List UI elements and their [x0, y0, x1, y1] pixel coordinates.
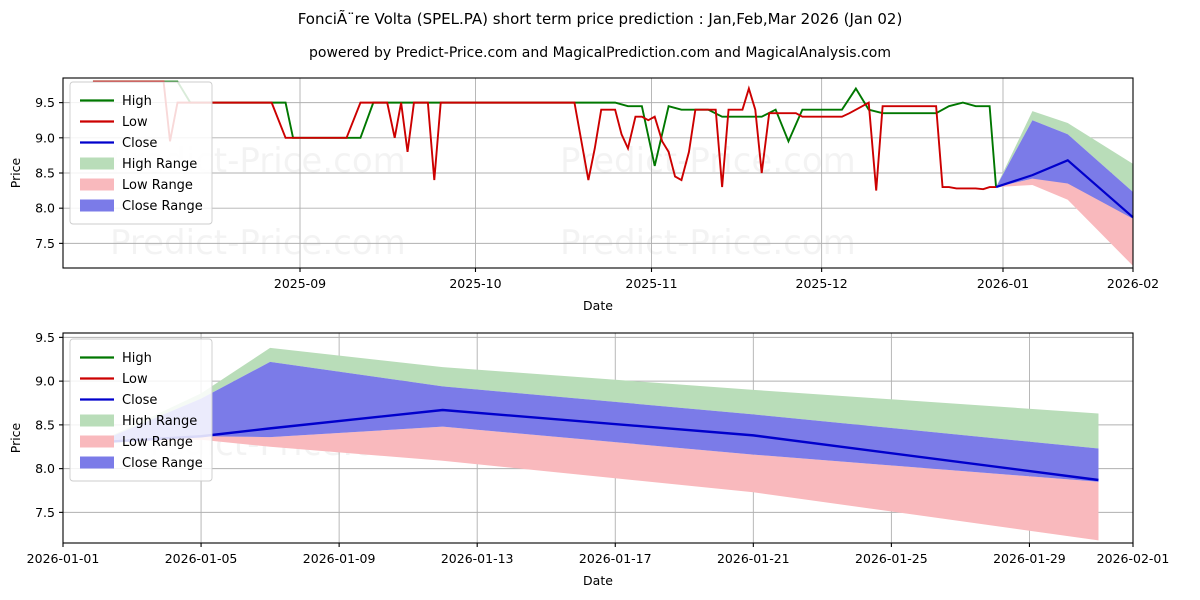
x-tick-label: 2025-09 — [274, 276, 326, 291]
watermark-text: Predict-Price.com — [560, 141, 856, 181]
x-tick-label: 2026-02-01 — [1097, 551, 1170, 566]
y-tick-label: 8.0 — [35, 461, 55, 476]
series-line-low — [92, 80, 997, 191]
legend-label-low-range: Low Range — [122, 435, 193, 450]
legend-label-close-range: Close Range — [122, 199, 203, 214]
legend-swatch-patch-high-range — [80, 157, 114, 170]
y-tick-label: 9.0 — [35, 374, 55, 389]
page-title: FonciÃ¨re Volta (SPEL.PA) short term pri… — [297, 10, 903, 28]
x-tick-label: 2026-01-25 — [855, 551, 928, 566]
legend-swatch-patch-high-range — [80, 414, 114, 427]
legend: High Low Close High Range Low Range Close Ran… — [69, 338, 213, 482]
bottom-chart-panel: Predict-Price.comPredict-Price.com7.58.0… — [0, 325, 1200, 600]
axis-ticks: 7.5 8.0 8.5 9.0 9.5 2025-09 2025-10 2025-11 2025… — [35, 95, 1159, 291]
legend-label-high-range: High Range — [122, 157, 197, 172]
y-tick-label: 8.5 — [35, 417, 55, 432]
legend-swatch-patch-low-range — [80, 178, 114, 191]
x-axis-label: Date — [583, 298, 613, 313]
legend-label-high: High — [122, 351, 152, 366]
x-tick-label: 2025-11 — [625, 276, 677, 291]
legend-label-low-range: Low Range — [122, 178, 193, 193]
page-subtitle: powered by Predict-Price.com and Magical… — [309, 45, 891, 61]
legend-label-high-range: High Range — [122, 414, 197, 429]
y-axis-label: Price — [8, 157, 23, 188]
y-tick-label: 9.0 — [35, 130, 55, 145]
y-tick-label: 9.5 — [35, 95, 55, 110]
x-tick-label: 2026-01-21 — [717, 551, 790, 566]
x-tick-label: 2026-01-17 — [579, 551, 652, 566]
legend-label-low: Low — [122, 115, 148, 130]
axis-ticks: 7.5 8.0 8.5 9.0 9.5 2026-01-01 2026-01-05 2026-… — [27, 330, 1170, 566]
y-tick-label: 8.0 — [35, 201, 55, 216]
plot-border — [62, 332, 1134, 544]
legend-swatch-patch-close-range — [80, 456, 114, 469]
legend-label-close-range: Close Range — [122, 456, 203, 471]
x-tick-label: 2026-01 — [977, 276, 1029, 291]
close-forecast-line — [995, 159, 1134, 219]
legend-swatch-patch-low-range — [80, 435, 114, 448]
x-tick-label: 2025-12 — [796, 276, 848, 291]
x-tick-label: 2026-01-13 — [441, 551, 514, 566]
x-tick-label: 2026-02 — [1107, 276, 1159, 291]
x-axis-label: Date — [583, 573, 613, 588]
top-chart-panel: Predict-Price.comPredict-Price.comPredic… — [0, 72, 1200, 317]
legend: High Low Close High Range Low Range Close Ran… — [69, 81, 213, 225]
y-tick-label: 8.5 — [35, 166, 55, 181]
y-tick-label: 7.5 — [35, 505, 55, 520]
high-range-band — [996, 111, 1133, 192]
legend-label-close: Close — [122, 136, 157, 151]
y-tick-label: 7.5 — [35, 236, 55, 251]
legend-label-low: Low — [122, 372, 148, 387]
x-tick-label: 2026-01-05 — [165, 551, 238, 566]
close-range-band — [996, 120, 1133, 219]
x-tick-label: 2026-01-01 — [27, 551, 100, 566]
x-tick-label: 2026-01-09 — [303, 551, 376, 566]
y-tick-label: 9.5 — [35, 330, 55, 345]
legend-label-close: Close — [122, 393, 157, 408]
x-tick-label: 2025-10 — [449, 276, 501, 291]
high-range-band — [97, 347, 1099, 449]
y-axis-label: Price — [8, 422, 23, 453]
watermark: Predict-Price.comPredict-Price.comPredic… — [110, 141, 856, 263]
legend-label-high: High — [122, 94, 152, 109]
x-tick-label: 2026-01-29 — [993, 551, 1066, 566]
legend-swatch-patch-close-range — [80, 199, 114, 212]
